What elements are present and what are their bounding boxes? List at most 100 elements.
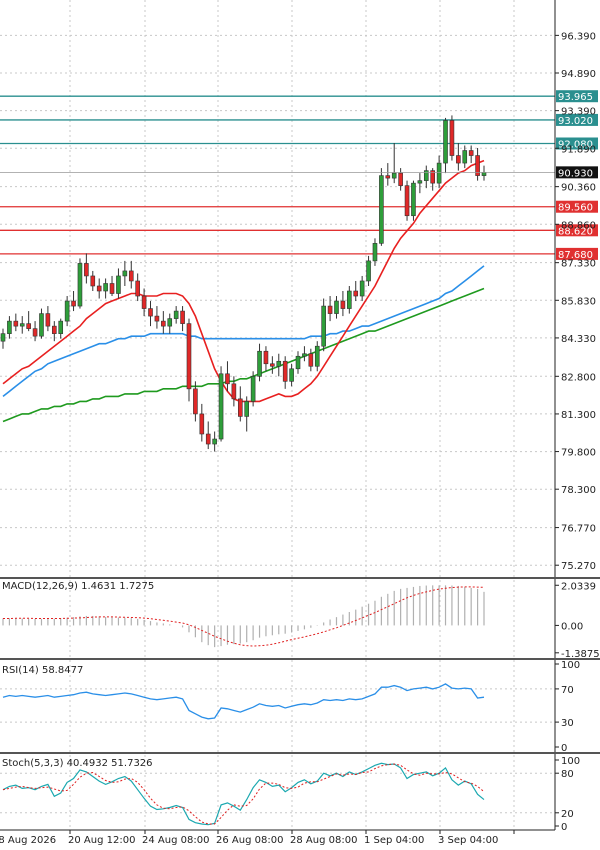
candle-body [32,328,38,337]
current-price-box [556,166,598,179]
candle-body [295,355,301,370]
candle-body [270,363,275,367]
candle-body [39,313,44,337]
candle-body [385,175,391,179]
level-label-box [556,200,598,213]
macd-tick-label: -1.3875 [561,649,600,660]
stoch-tick-label: 0 [561,822,567,833]
price-tick-label: 96.390 [561,31,596,42]
level-label: 88.620 [558,226,593,237]
stoch-d-line [2,763,485,825]
price-tick-label: 90.360 [561,183,596,194]
candle-body [353,290,359,297]
level-label-box [556,247,598,260]
candle-body [475,155,480,176]
candle-body [218,373,224,440]
price-axis: 96.390 94.890 93.390 91.890 90.360 88.860 87.3… [0,31,598,572]
macd-label: MACD(12,26,9) 1.4631 1.7275 [2,581,154,592]
candle-body [154,315,160,322]
level-label-box [556,113,598,126]
candle-body [71,300,76,307]
candle-body [19,323,25,327]
candle-body [148,308,153,317]
candle-body [199,413,205,435]
candle-body [282,360,288,382]
level-label: 93.965 [558,92,593,103]
time-tick-label: 18 Aug 2026 [0,835,56,846]
stoch-tick-label: 80 [561,769,574,780]
price-tick-label: 85.830 [561,296,596,307]
candle-body [109,283,115,294]
candle-body [161,320,166,327]
candle-body [314,345,320,367]
rsi-tick-label: 70 [561,685,574,696]
candle-body [302,353,307,357]
price-levels: 93.965 93.020 92.080 89.560 88.620 87.680 [0,90,598,261]
rsi-tick-label: 30 [561,718,574,729]
candle-body [244,401,250,417]
candle-body [372,243,378,262]
price-tick-label: 82.800 [561,372,596,383]
price-tick-label: 87.330 [561,259,596,270]
stoch-tick-label: 20 [561,809,574,820]
macd-signal-line [3,586,485,647]
time-axis: 18 Aug 2026 20 Aug 12:00 24 Aug 08:00 26 Au… [0,830,515,846]
candle-body [347,290,352,309]
candle-body [103,283,108,292]
candle-body [167,318,173,327]
candle-body [276,360,282,367]
moving-averages [2,159,485,423]
candle-body [186,323,192,390]
ma-mid-line [2,265,485,398]
candle-body [481,172,487,176]
candle-body [45,313,51,327]
level-label: 92.080 [558,139,593,150]
price-tick-label: 84.330 [561,334,596,345]
level-label-box [556,90,598,103]
price-tick-label: 76.770 [561,524,596,535]
candles [0,115,487,452]
candle-body [77,263,83,307]
candle-body [468,150,474,156]
stoch-panel: 100 80 20 0 [0,756,580,833]
ma-fast-line [2,159,485,403]
level-label-box [556,137,598,150]
candle-body [334,300,339,314]
candle-body [250,376,256,402]
price-grid [0,0,555,830]
candle-body [193,388,198,415]
price-tick-label: 81.300 [561,410,596,421]
candle-body [289,368,294,382]
candle-body [417,180,423,184]
rsi-tick-label: 0 [561,743,567,754]
price-tick-label: 91.890 [561,144,596,155]
candle-body [449,120,455,156]
level-label-box [556,224,598,237]
candle-body [462,150,468,164]
candle-body [391,172,397,179]
candle-body [379,175,384,244]
candle-body [128,270,134,282]
macd-panel: 2.0339 0.00 -1.3875 [2,581,600,660]
rsi-tick-label: 100 [561,660,580,671]
candle-body [411,182,416,217]
price-tick-label: 75.270 [561,561,596,572]
candle-body [122,270,128,277]
candle-body [398,172,403,186]
candle-body [436,162,442,184]
candle-body [430,170,435,184]
candle-body [340,300,346,309]
candle-body [7,320,12,334]
candle-body [0,333,6,342]
candle-body [257,350,262,377]
candle-body [423,170,429,181]
candle-body [84,263,89,277]
stoch-tick-label: 100 [561,756,580,767]
candle-body [52,325,57,334]
current-price-label: 90.930 [558,168,593,179]
candle-body [359,280,365,297]
price-tick-label: 88.860 [561,220,596,231]
